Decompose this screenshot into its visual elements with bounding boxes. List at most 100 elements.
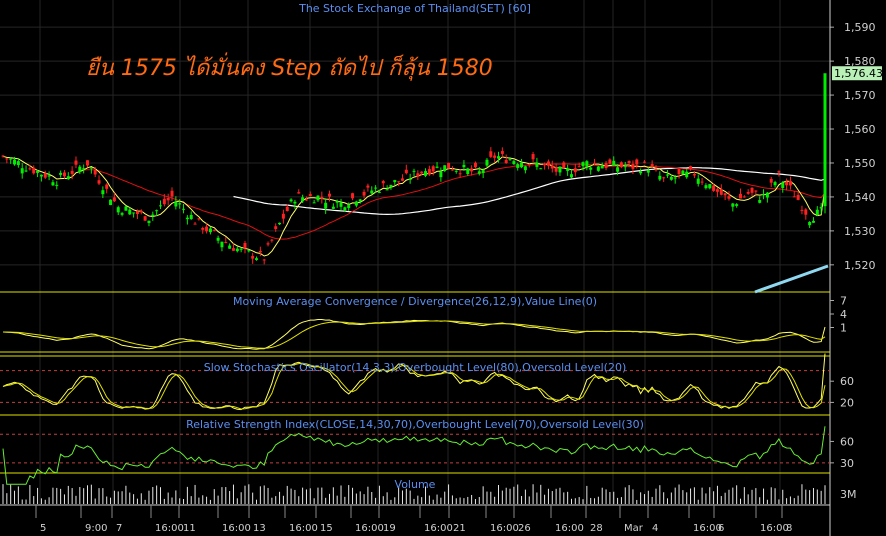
- candle-body: [715, 189, 719, 192]
- candle-body: [462, 164, 466, 168]
- candle-body: [731, 203, 735, 207]
- candle-body: [704, 185, 708, 189]
- time-axis-label: 16:00: [355, 523, 384, 534]
- candle-body: [627, 160, 631, 164]
- candle-body: [700, 181, 704, 183]
- candle-body: [558, 166, 562, 173]
- candle-body: [16, 161, 20, 166]
- candle-body: [458, 173, 462, 175]
- candle-body: [639, 171, 643, 174]
- candle-body: [635, 159, 639, 165]
- last-price-box: [832, 66, 882, 81]
- candle-body: [201, 227, 205, 230]
- candle-body: [543, 163, 547, 166]
- candle-body: [358, 199, 362, 202]
- candle-body: [535, 162, 539, 167]
- candle-body: [769, 178, 773, 183]
- candle-body: [354, 201, 358, 206]
- candle-body: [247, 250, 251, 252]
- candle-body: [742, 196, 746, 198]
- trend-line: [754, 264, 829, 294]
- candle-body: [443, 165, 447, 171]
- candle-body: [228, 245, 232, 249]
- candle-body: [546, 161, 550, 166]
- candle-body: [554, 167, 558, 172]
- time-axis-label: 16:00: [222, 523, 251, 534]
- candle-body: [324, 202, 328, 209]
- volume-title: Volume: [395, 478, 436, 491]
- price-plot: [1, 73, 827, 265]
- candle-body: [197, 218, 201, 220]
- candle-body: [566, 168, 570, 171]
- time-axis-label: 4: [652, 523, 658, 534]
- candle-body: [819, 207, 823, 209]
- candle-body: [562, 162, 566, 168]
- candle-body: [681, 170, 685, 175]
- time-axis-label: 5: [40, 523, 46, 534]
- candle-body: [777, 171, 781, 173]
- candle-body: [78, 166, 82, 173]
- candle-body: [251, 256, 255, 259]
- price-tick-label: 1,570: [844, 89, 876, 102]
- candle-body: [477, 171, 481, 174]
- candle-body: [293, 201, 297, 204]
- candle-body: [758, 200, 762, 203]
- candle-body: [727, 196, 731, 199]
- candle-body: [412, 170, 416, 172]
- macd-tick-label: 7: [840, 295, 847, 308]
- candle-body: [685, 171, 689, 178]
- price-tick-label: 1,550: [844, 157, 876, 170]
- candle-body: [754, 190, 758, 192]
- candle-body: [811, 220, 815, 223]
- candle-body: [604, 162, 608, 169]
- candle-body: [370, 190, 374, 194]
- candle-body: [62, 172, 66, 177]
- candle-body: [619, 162, 623, 168]
- candle-body: [151, 214, 155, 216]
- candle-body: [301, 197, 305, 202]
- candle-body: [289, 199, 293, 202]
- rsi-tick-label: 30: [840, 457, 854, 470]
- time-axis-label: 8: [786, 523, 792, 534]
- candle-body: [331, 206, 335, 209]
- chart-title: The Stock Exchange of Thailand(SET) [60]: [299, 2, 531, 15]
- candle-body: [70, 170, 74, 174]
- candle-body: [66, 176, 70, 180]
- macd-tick-label: 1: [840, 322, 847, 335]
- candle-body: [723, 193, 727, 196]
- candle-body: [585, 161, 589, 167]
- candle-body: [800, 209, 804, 211]
- macd-title: Moving Average Convergence / Divergence(…: [233, 295, 597, 308]
- time-axis-label: 16:00: [555, 523, 584, 534]
- candle-body: [497, 156, 501, 159]
- time-axis-label: 16:00: [424, 523, 453, 534]
- candle-body: [508, 159, 512, 161]
- ma-mid-line: [79, 163, 826, 240]
- candle-body: [573, 168, 577, 173]
- candle-body: [189, 215, 193, 220]
- candle-body: [746, 191, 750, 194]
- candle-body: [569, 174, 573, 178]
- candle-body: [155, 210, 159, 212]
- stoch-tick-label: 60: [840, 375, 854, 388]
- candle-body: [285, 206, 289, 212]
- time-axis-label: 16:00: [760, 523, 789, 534]
- candle-body: [266, 243, 270, 245]
- last-price-label: 1,576.43: [834, 67, 883, 80]
- macd-signal-line: [3, 320, 826, 349]
- candle-body: [712, 185, 716, 191]
- candle-body: [424, 171, 428, 176]
- candle-body: [112, 197, 116, 202]
- time-axis-label: 28: [590, 523, 603, 534]
- stoch-title: Slow Stochastics Oscillator(14,3,3),Over…: [204, 361, 627, 374]
- time-axis-label: 16:00: [289, 523, 318, 534]
- candle-body: [708, 184, 712, 189]
- candle-body: [51, 182, 55, 186]
- candle-body: [343, 207, 347, 211]
- candle-body: [105, 184, 109, 189]
- candle-body: [815, 209, 819, 215]
- candle-body: [55, 184, 59, 186]
- candle-body: [504, 159, 508, 164]
- candle-body: [654, 169, 658, 171]
